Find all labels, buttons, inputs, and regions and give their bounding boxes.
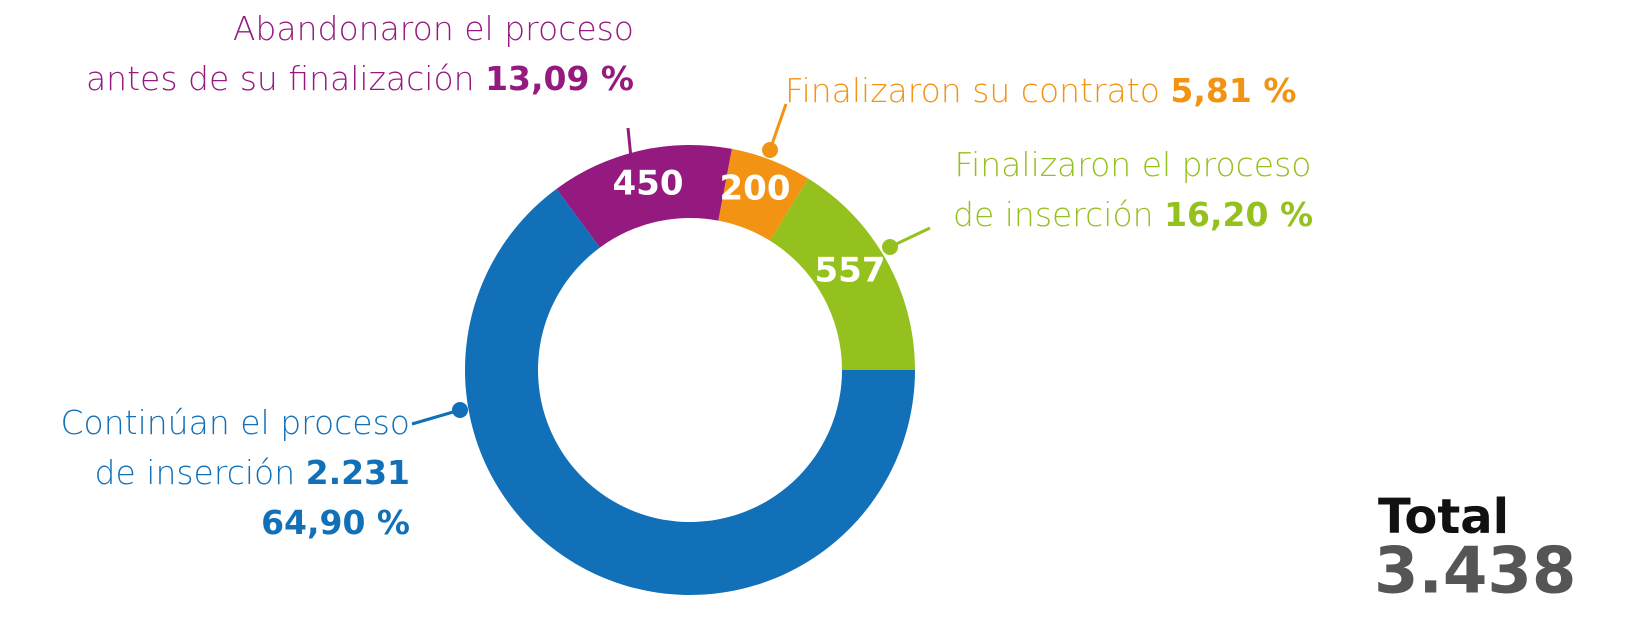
percent-label: 64,90 % <box>261 503 410 542</box>
percent-label: 5,81 % <box>1170 71 1297 110</box>
donut-segment <box>464 188 915 595</box>
donut-segment <box>769 178 915 370</box>
total-value: 3.438 <box>1374 535 1576 609</box>
segment-value-label: 557 <box>815 251 886 291</box>
leader-dot <box>762 142 778 158</box>
segment-label: Finalizaron su contrato 5,81 % <box>785 66 1296 116</box>
leader-line <box>768 103 788 151</box>
percent-label: 13,09 % <box>485 59 634 98</box>
segment-value-label: 2.231 <box>305 453 410 492</box>
total-title: Total <box>1378 489 1509 545</box>
segment-value-label: 200 <box>720 169 791 209</box>
segment-label: Abandonaron el proceso antes de su finali… <box>86 4 634 104</box>
leader-line <box>411 408 461 426</box>
leader-dot <box>452 402 468 418</box>
segment-label: Finalizaron el proceso de inserción 16,20… <box>953 140 1313 240</box>
leader-dot <box>624 160 640 176</box>
category-name: Finalizaron su contrato <box>785 71 1160 110</box>
category-name: Continúan el proceso de inserción <box>60 403 410 492</box>
donut-segment <box>718 148 809 241</box>
leader-dot <box>882 239 898 255</box>
segment-label: Continúan el proceso de inserción 2.231 64… <box>61 398 410 548</box>
category-name: Finalizaron el proceso de inserción <box>952 145 1312 234</box>
category-name: Abandonaron el proceso antes de su finali… <box>85 9 634 98</box>
percent-label: 16,20 % <box>1164 195 1314 234</box>
leader-lines <box>411 103 931 426</box>
segment-value-label: 450 <box>613 164 684 204</box>
donut-segment <box>556 145 732 248</box>
